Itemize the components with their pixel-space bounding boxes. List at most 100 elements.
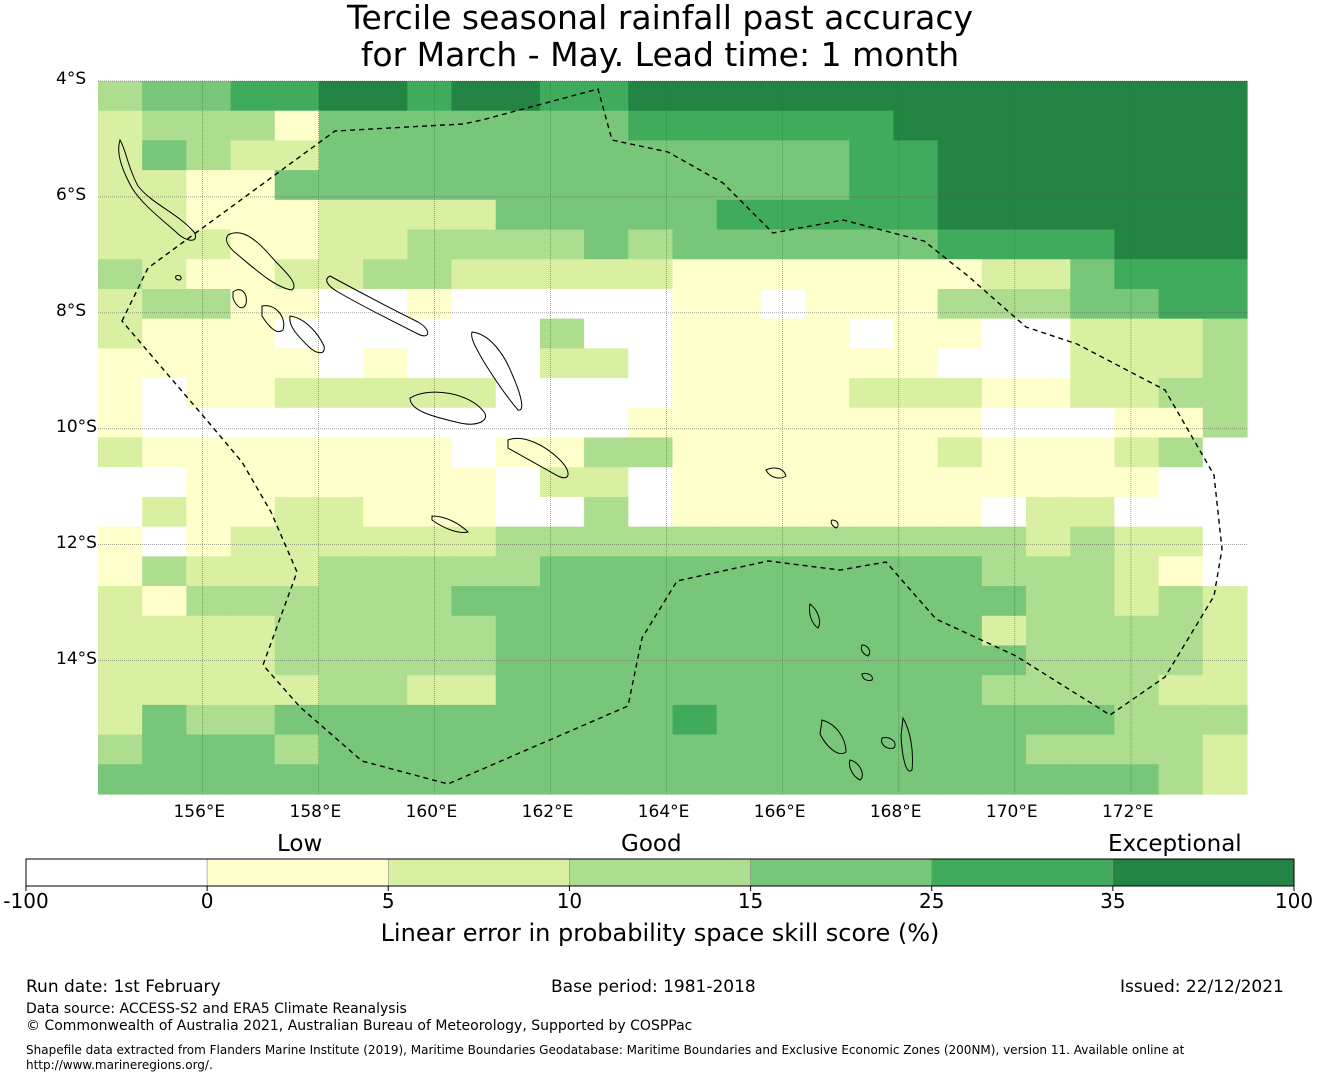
grid-cell — [849, 229, 895, 260]
grid-cell — [495, 170, 541, 201]
grid-cell — [451, 615, 497, 647]
grid-cell — [274, 437, 320, 468]
grid-cell — [849, 586, 895, 617]
grid-cell — [407, 675, 453, 706]
grid-cell — [186, 615, 232, 647]
island-outline — [830, 519, 839, 529]
grid-cell — [1070, 675, 1116, 706]
grid-cell — [584, 199, 629, 231]
grid-cell — [142, 378, 187, 409]
grid-cell — [451, 170, 497, 201]
grid-cell — [893, 437, 939, 468]
grid-cell — [451, 288, 497, 320]
grid-cell — [363, 407, 408, 439]
colorbar-segment — [206, 858, 389, 887]
grid-cell — [1070, 407, 1116, 439]
grid-cell — [981, 764, 1027, 795]
grid-cell — [186, 110, 232, 142]
grid-cell — [274, 496, 320, 528]
grid-cell — [628, 318, 674, 349]
category-good: Good — [621, 831, 682, 857]
lon-tick-label: 162°E — [521, 802, 574, 822]
grid-cell — [230, 81, 276, 112]
grid-cell — [1070, 288, 1116, 320]
grid-cell — [318, 199, 364, 231]
grid-cell — [805, 378, 850, 409]
grid-cell — [893, 229, 939, 260]
lat-tick-label: 10°S — [56, 416, 97, 437]
grid-cell — [1158, 764, 1204, 795]
grid-cell — [805, 734, 850, 765]
grid-cell — [805, 140, 850, 171]
grid-cell — [893, 467, 939, 498]
grid-cell — [893, 764, 939, 795]
grid-cell — [1114, 81, 1160, 112]
grid-cell — [893, 586, 939, 617]
colorbar-segment — [750, 858, 932, 887]
grid-cell — [584, 288, 629, 320]
grid-cell — [451, 348, 497, 379]
grid-cell — [760, 140, 806, 171]
grid-cell — [805, 467, 850, 498]
grid-cell — [1158, 407, 1204, 439]
island-outline — [809, 603, 821, 629]
colorbar-title: Linear error in probability space skill … — [380, 919, 940, 947]
grid-cell — [1114, 437, 1160, 468]
grid-cell — [363, 170, 408, 201]
grid-cell — [186, 704, 232, 736]
grid-cell — [1202, 704, 1248, 736]
grid-cell — [584, 348, 629, 379]
grid-cell — [849, 704, 895, 736]
grid-cell — [407, 229, 453, 260]
grid-cell — [628, 526, 674, 557]
grid-cell — [98, 734, 143, 765]
grid-cell — [849, 467, 895, 498]
grid-cell — [937, 496, 983, 528]
grid-cell — [451, 199, 497, 231]
grid-cell — [495, 140, 541, 171]
grid-cell — [274, 348, 320, 379]
grid-cell — [849, 615, 895, 647]
grid-cell — [363, 259, 408, 290]
grid-cell — [628, 199, 674, 231]
grid-cell — [230, 467, 276, 498]
grid-cell — [981, 288, 1027, 320]
grid-cell — [186, 675, 232, 706]
grid-cell — [539, 170, 585, 201]
grid-cell — [363, 229, 408, 260]
grid-cell — [1070, 526, 1116, 557]
grid-cell — [937, 734, 983, 765]
grid-cell — [274, 259, 320, 290]
grid-cell — [1114, 348, 1160, 379]
grid-cell — [716, 140, 762, 171]
grid-cell — [495, 615, 541, 647]
grid-cell — [539, 496, 585, 528]
category-low: Low — [277, 831, 323, 857]
island-outline — [849, 759, 863, 781]
grid-cell — [142, 140, 187, 171]
grid-cell — [363, 348, 408, 379]
grid-cell — [318, 526, 364, 557]
island-outline — [232, 289, 247, 309]
grid-cell — [186, 556, 232, 587]
grid-cell — [937, 556, 983, 587]
grid-cell — [407, 407, 453, 439]
grid-cell — [805, 288, 850, 320]
grid-cell — [142, 496, 187, 528]
grid-cell — [1070, 229, 1116, 260]
grid-cell — [451, 140, 497, 171]
grid-cell — [1158, 140, 1204, 171]
grid-cell — [849, 526, 895, 557]
grid-cell — [672, 378, 718, 409]
grid-cell — [672, 229, 718, 260]
grid-cell — [495, 110, 541, 142]
grid-cell — [760, 615, 806, 647]
grid-cell — [363, 526, 408, 557]
grid-cell — [318, 734, 364, 765]
grid-cell — [1114, 675, 1160, 706]
grid-cell — [1202, 378, 1248, 409]
grid-cell — [495, 81, 541, 112]
grid-cell — [628, 407, 674, 439]
grid-cell — [274, 586, 320, 617]
colorbar-tick-label: 25 — [918, 889, 945, 913]
